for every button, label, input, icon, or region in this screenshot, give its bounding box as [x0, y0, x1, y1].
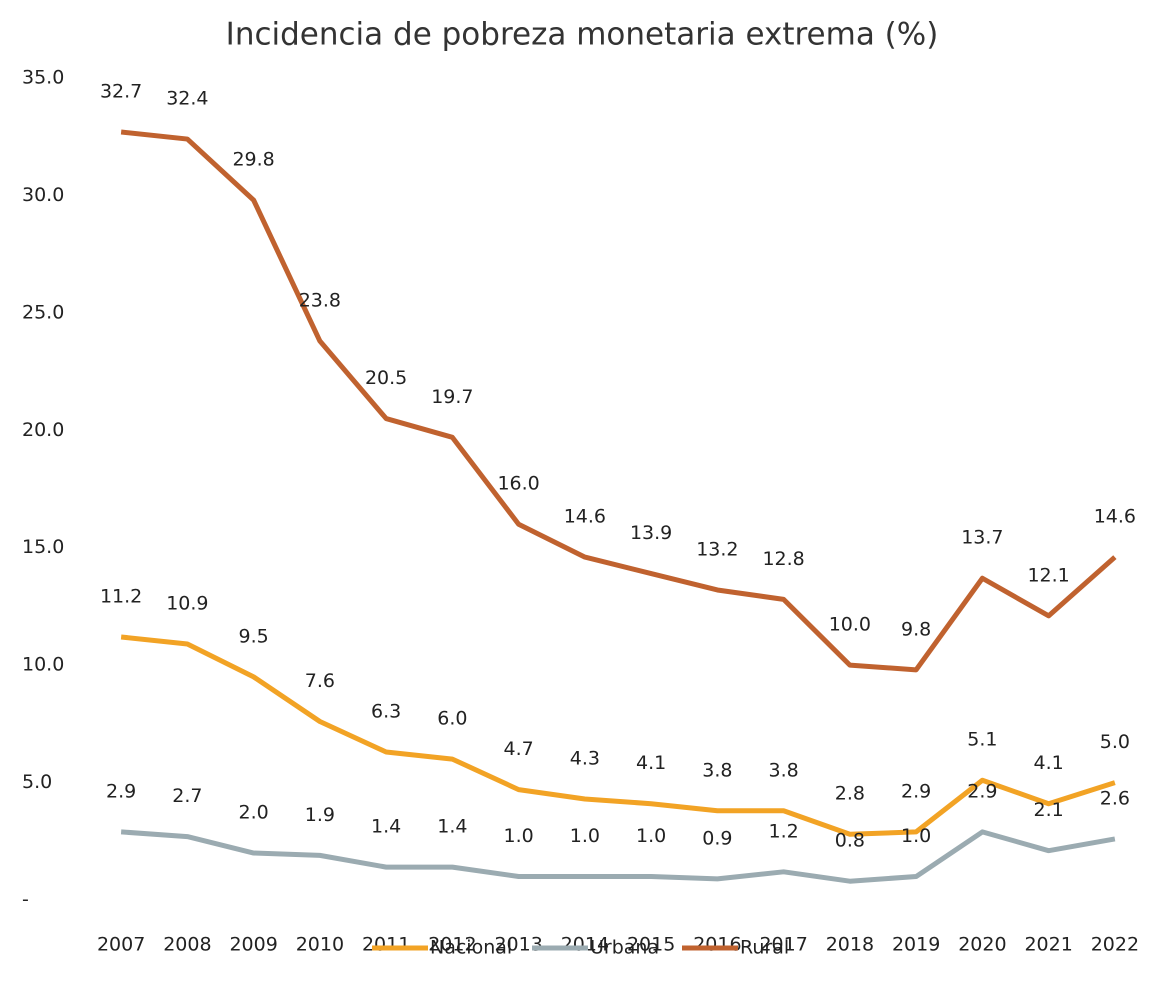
data-label: 1.4 [371, 816, 401, 838]
data-label: 13.2 [696, 538, 738, 560]
x-tick-label: 2019 [892, 934, 940, 956]
y-tick-label: 10.0 [22, 654, 64, 676]
x-tick-label: 2021 [1024, 934, 1072, 956]
data-label: 14.6 [564, 506, 606, 528]
data-label: 1.9 [305, 804, 335, 826]
x-tick-label: 2015 [627, 934, 675, 956]
data-label: 4.3 [570, 748, 600, 770]
chart-title: Incidencia de pobreza monetaria extrema … [226, 17, 939, 53]
data-label: 2.1 [1034, 799, 1064, 821]
data-label: 2.6 [1100, 787, 1130, 809]
series-line [120, 129, 1117, 673]
data-label: 6.3 [371, 701, 401, 723]
data-label: 6.0 [437, 708, 467, 730]
data-label: 1.0 [636, 825, 666, 847]
data-label: 13.9 [630, 522, 672, 544]
y-tick-label: 35.0 [22, 67, 64, 89]
x-tick-label: 2022 [1091, 934, 1139, 956]
x-tick-label: 2018 [826, 934, 874, 956]
data-label: 5.0 [1100, 731, 1130, 753]
x-tick-label: 2011 [362, 934, 410, 956]
x-tick-label: 2012 [428, 934, 476, 956]
data-label: 1.0 [901, 825, 931, 847]
y-tick-label: 25.0 [22, 301, 64, 323]
data-label: 4.1 [1034, 752, 1064, 774]
data-label: 0.8 [835, 830, 865, 852]
data-label: 7.6 [305, 670, 335, 692]
data-label: 1.0 [504, 825, 534, 847]
data-label: 2.9 [901, 780, 931, 802]
data-label: 1.4 [437, 816, 467, 838]
data-label: 12.8 [762, 548, 804, 570]
x-tick-label: 2008 [163, 934, 211, 956]
data-label: 2.9 [106, 780, 136, 802]
data-label: 19.7 [431, 386, 473, 408]
x-tick-label: 2016 [693, 934, 741, 956]
data-label: 4.7 [504, 738, 534, 760]
series-line [120, 634, 1116, 837]
data-label: 32.4 [166, 88, 208, 110]
data-label: 1.0 [570, 825, 600, 847]
y-tick-label: 30.0 [22, 184, 64, 206]
data-label: 16.0 [497, 473, 539, 495]
data-label: 29.8 [232, 149, 274, 171]
y-tick-label: 15.0 [22, 536, 64, 558]
x-tick-label: 2013 [494, 934, 542, 956]
data-label: 1.2 [769, 820, 799, 842]
data-label: 10.9 [166, 593, 208, 615]
data-label: 2.7 [172, 785, 202, 807]
data-label: 2.8 [835, 783, 865, 805]
data-label: 14.6 [1094, 506, 1136, 528]
y-tick-label: - [22, 889, 29, 911]
data-label: 9.5 [239, 625, 269, 647]
x-tick-label: 2010 [296, 934, 344, 956]
data-label: 20.5 [365, 367, 407, 389]
data-label: 10.0 [829, 614, 871, 636]
legend-label: Rural [740, 937, 789, 959]
x-tick-label: 2017 [759, 934, 807, 956]
data-label: 11.2 [100, 585, 142, 607]
x-tick-label: 2009 [229, 934, 277, 956]
data-label: 9.8 [901, 618, 931, 640]
y-tick-label: 5.0 [22, 771, 52, 793]
legend-label: Nacional [430, 937, 512, 959]
legend-label: Urbana [590, 937, 659, 959]
y-tick-label: 20.0 [22, 419, 64, 441]
data-label: 2.9 [967, 780, 997, 802]
data-label: 23.8 [299, 290, 341, 312]
data-label: 3.8 [769, 759, 799, 781]
series-line [120, 829, 1116, 884]
data-label: 4.1 [636, 752, 666, 774]
data-label: 5.1 [967, 729, 997, 751]
data-label: 12.1 [1027, 564, 1069, 586]
x-tick-label: 2020 [958, 934, 1006, 956]
data-label: 32.7 [100, 81, 142, 103]
x-tick-label: 2007 [97, 934, 145, 956]
data-label: 13.7 [961, 527, 1003, 549]
data-label: 0.9 [702, 827, 732, 849]
data-label: 2.0 [239, 802, 269, 824]
data-label: 3.8 [702, 759, 732, 781]
